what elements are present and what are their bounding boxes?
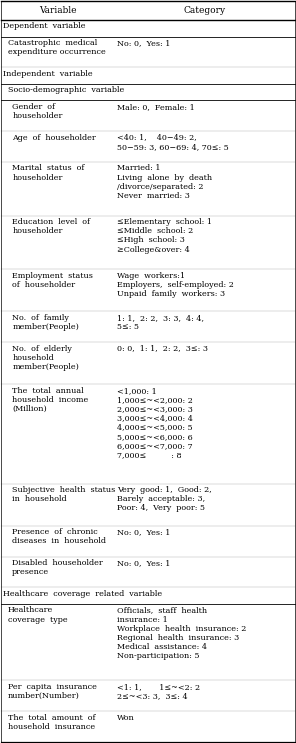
Text: Variable: Variable [39,6,76,15]
Text: Gender  of
householder: Gender of householder [12,103,63,120]
Text: Presence  of  chronic
diseases  in  household: Presence of chronic diseases in househol… [12,528,106,545]
Text: Dependent  variable: Dependent variable [3,22,86,30]
Text: Subjective  health  status
in  household: Subjective health status in household [12,486,115,503]
Text: Very  good: 1,  Good: 2,
Barely  acceptable: 3,
Poor: 4,  Very  poor: 5: Very good: 1, Good: 2, Barely acceptable… [117,486,212,513]
Text: No: 0,  Yes: 1: No: 0, Yes: 1 [117,559,170,567]
Text: Wage  workers:1
Employers,  self-employed: 2
Unpaid  family  workers: 3: Wage workers:1 Employers, self-employed:… [117,272,234,298]
Text: Won: Won [117,713,135,721]
Text: <40: 1,    40−49: 2,
50−59: 3, 60−69: 4, 70≤: 5: <40: 1, 40−49: 2, 50−59: 3, 60−69: 4, 70… [117,134,229,151]
Text: Male: 0,  Female: 1: Male: 0, Female: 1 [117,103,195,111]
Text: <1,000: 1
1,000≤~<2,000: 2
2,000≤~<3,000: 3
3,000≤~<4,000: 4
4,000≤~<5,000: 5
5,: <1,000: 1 1,000≤~<2,000: 2 2,000≤~<3,000… [117,387,193,459]
Text: The  total  amount  of
household  insurance: The total amount of household insurance [7,713,95,731]
Text: <1: 1,       1≤~<2: 2
2≤~<3: 3,  3≤: 4: <1: 1, 1≤~<2: 2 2≤~<3: 3, 3≤: 4 [117,683,200,700]
Text: Socio-demographic  variable: Socio-demographic variable [7,86,124,94]
Text: 0: 0,  1: 1,  2: 2,  3≤: 3: 0: 0, 1: 1, 2: 2, 3≤: 3 [117,345,208,353]
Text: 1: 1,  2: 2,  3: 3,  4: 4,
5≤: 5: 1: 1, 2: 2, 3: 3, 4: 4, 5≤: 5 [117,314,204,331]
Text: ≤Elementary  school: 1
≤Middle  school: 2
≤High  school: 3
≥College&over: 4: ≤Elementary school: 1 ≤Middle school: 2 … [117,218,212,253]
Text: No.  of  family
member(People): No. of family member(People) [12,314,79,331]
Text: Employment  status
of  householder: Employment status of householder [12,272,93,289]
Text: Independent  variable: Independent variable [3,70,93,78]
Text: No: 0,  Yes: 1: No: 0, Yes: 1 [117,528,170,536]
Text: Age  of  householder: Age of householder [12,134,96,142]
Text: Category: Category [184,6,226,15]
Text: Catastrophic  medical
expenditure occurrence: Catastrophic medical expenditure occurre… [7,39,105,56]
Text: The  total  annual
household  income
(Million): The total annual household income (Milli… [12,387,89,413]
Text: Married: 1
Living  alone  by  death
/divorce/separated: 2
Never  married: 3: Married: 1 Living alone by death /divorc… [117,164,212,200]
Text: Officials,  staff  health
insurance: 1
Workplace  health  insurance: 2
Regional : Officials, staff health insurance: 1 Wor… [117,606,246,661]
Text: Healthcare
coverage  type: Healthcare coverage type [7,606,67,623]
Text: Disabled  householder
presence: Disabled householder presence [12,559,103,577]
Text: Marital  status  of
householder: Marital status of householder [12,164,85,181]
Text: Healthcare  coverage  related  variable: Healthcare coverage related variable [3,590,163,598]
Text: No: 0,  Yes: 1: No: 0, Yes: 1 [117,39,170,47]
Text: Education  level  of
householder: Education level of householder [12,218,90,236]
Text: Per  capita  insurance
number(Number): Per capita insurance number(Number) [7,683,96,700]
Text: No.  of  elderly
household
member(People): No. of elderly household member(People) [12,345,79,371]
